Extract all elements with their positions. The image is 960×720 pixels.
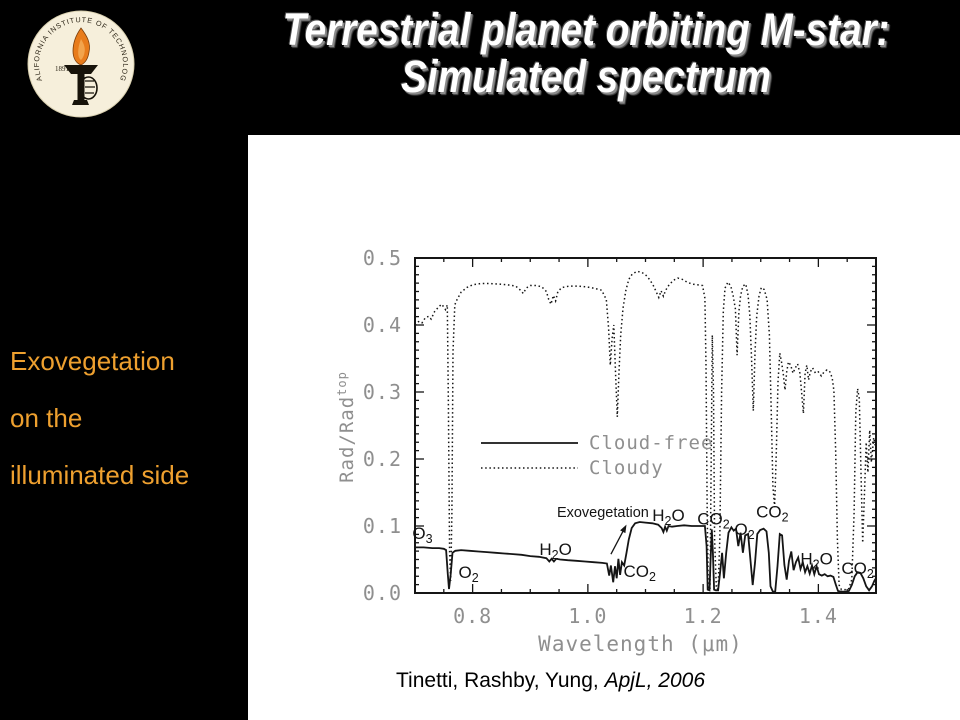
svg-text:0.3: 0.3	[363, 380, 402, 404]
series-cloud-free	[415, 521, 877, 593]
figure-panel: 0.8 1.0 1.2 1.4 0.0 0.1 0.2 0.3 0.4 0.5 Wavelength…	[248, 135, 960, 720]
axes-frame	[414, 257, 877, 594]
svg-text:0.4: 0.4	[363, 313, 402, 337]
title-line-2: Simulated spectrum	[401, 51, 771, 102]
torch-icon	[64, 27, 98, 105]
svg-text:1.2: 1.2	[684, 604, 723, 628]
x-axis-title: Wavelength (μm)	[538, 632, 743, 656]
x-tick-labels: 0.8 1.0 1.2 1.4	[453, 604, 838, 628]
legend: Cloud-free Cloudy	[481, 432, 713, 479]
y-tick-labels: 0.0 0.1 0.2 0.3 0.4 0.5	[363, 246, 402, 605]
exovegetation-arrow	[610, 524, 627, 555]
torch-stem	[77, 74, 85, 100]
spectrum-chart: 0.8 1.0 1.2 1.4 0.0 0.1 0.2 0.3 0.4 0.5 Wavelength…	[335, 246, 877, 656]
torch-bowl	[64, 65, 98, 74]
y-axis-title: Rad/Radtop	[335, 371, 358, 483]
svg-text:1.0: 1.0	[568, 604, 607, 628]
hand-outline	[79, 76, 98, 100]
annotation-label: CO2	[623, 562, 656, 584]
annotation-label: O2	[459, 563, 479, 585]
svg-text:0.8: 0.8	[453, 604, 492, 628]
annotation-label: H2O	[800, 550, 832, 572]
svg-text:0.0: 0.0	[363, 581, 402, 605]
side-caption-line-2: on the	[10, 403, 83, 433]
torch-base	[72, 100, 89, 105]
annotation-label: CO2	[756, 503, 789, 525]
caltech-logo: CALIFORNIA INSTITUTE OF TECHNOLOGY 1891	[26, 8, 135, 118]
svg-text:0.2: 0.2	[363, 447, 402, 471]
citation: Tinetti, Rashby, Yung, ApjL, 2006	[396, 669, 705, 693]
logo-year: 1891	[55, 65, 70, 73]
annotation-label: CO2	[697, 509, 730, 531]
svg-text:1.4: 1.4	[799, 604, 838, 628]
title-line-1: Terrestrial planet orbiting M-star:	[282, 4, 890, 55]
axis-ticks	[415, 258, 876, 593]
svg-text:0.5: 0.5	[363, 246, 402, 270]
annotation-label: O3	[412, 524, 432, 546]
citation-text: Tinetti, Rashby, Yung,	[396, 669, 605, 692]
flame-core	[78, 39, 85, 60]
side-caption-line-1: Exovegetation	[10, 346, 175, 376]
side-caption: Exovegetation on the illuminated side	[10, 346, 189, 517]
series-cloudy	[414, 270, 877, 591]
slide-title: Terrestrial planet orbiting M-star: Simu…	[264, 6, 907, 100]
side-caption-line-3: illuminated side	[10, 460, 190, 490]
svg-text:0.1: 0.1	[363, 514, 402, 538]
annotation-label: H2O	[652, 506, 684, 528]
hand-fingers	[85, 80, 95, 94]
annotation-label: O2	[735, 520, 755, 542]
citation-journal: ApjL, 2006	[604, 669, 705, 692]
annotation-label: Exovegetation	[557, 505, 649, 521]
legend-label: Cloud-free	[589, 432, 713, 454]
annotation-label: H2O	[539, 540, 571, 562]
legend-label: Cloudy	[589, 457, 664, 479]
annotation-label: CO2	[841, 559, 874, 581]
